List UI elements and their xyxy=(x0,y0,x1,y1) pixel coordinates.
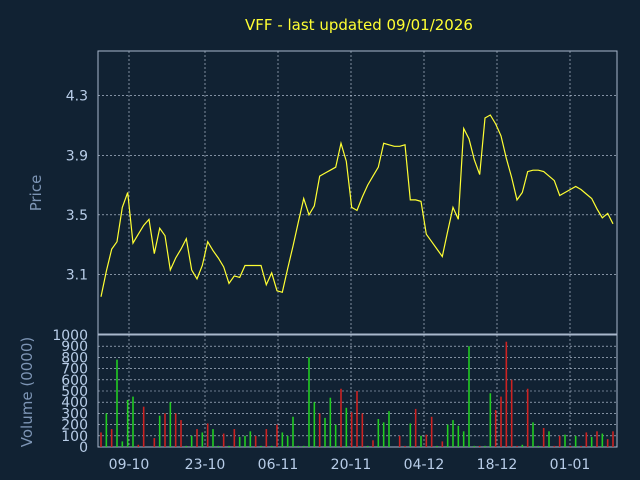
chart-title: VFF - last updated 09/01/2026 xyxy=(245,16,473,34)
price-axis-label: Price xyxy=(27,175,45,212)
price-tick-label: 3.9 xyxy=(66,148,88,164)
volume-tick-label: 100 xyxy=(61,429,88,445)
date-tick-label: 23-10 xyxy=(185,457,226,473)
volume-tick-label: 400 xyxy=(61,395,88,411)
volume-tick-label: 300 xyxy=(61,406,88,422)
date-tick-label: 18-12 xyxy=(477,457,518,473)
date-tick-label: 09-10 xyxy=(109,457,150,473)
volume-tick-label: 900 xyxy=(61,339,88,355)
volume-tick-label: 600 xyxy=(61,373,88,389)
price-series-line xyxy=(100,114,614,297)
volume-tick-label: 800 xyxy=(61,350,88,366)
price-panel-frame xyxy=(97,50,618,335)
volume-tick-label: 1000 xyxy=(52,328,88,344)
volume-axis-label: Volume (0000) xyxy=(18,337,36,447)
volume-tick-label: 500 xyxy=(61,384,88,400)
date-tick-label: 06-11 xyxy=(258,457,299,473)
date-tick-label: 01-01 xyxy=(550,457,591,473)
volume-tick-label: 700 xyxy=(61,362,88,378)
price-tick-label: 3.5 xyxy=(66,208,88,224)
volume-tick-label: 200 xyxy=(61,418,88,434)
volume-tick-label: 0 xyxy=(79,440,88,456)
date-tick-label: 04-12 xyxy=(404,457,445,473)
date-tick-label: 20-11 xyxy=(331,457,372,473)
price-tick-label: 3.1 xyxy=(66,267,88,283)
price-tick-label: 4.3 xyxy=(66,89,88,105)
